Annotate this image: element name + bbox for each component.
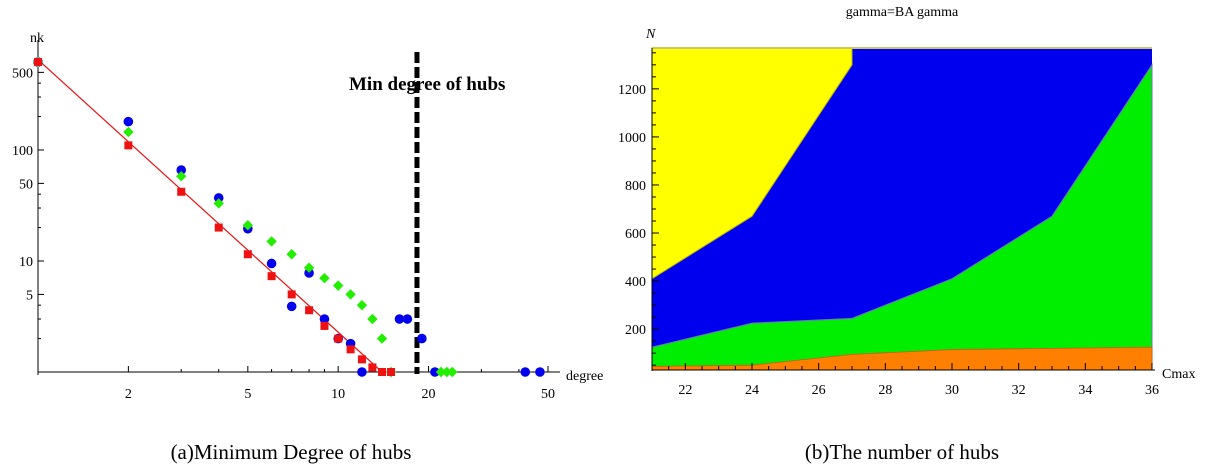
left-x-tick-label: 20	[422, 387, 436, 402]
red-square-point	[243, 250, 252, 259]
left-data-points	[32, 56, 545, 378]
green-diamond-point	[376, 333, 388, 344]
caption-b: (b)The number of hubs	[805, 440, 999, 464]
red-square-point	[378, 368, 387, 376]
red-square-point	[124, 141, 133, 150]
left-y-tick-label: 50	[19, 177, 33, 192]
left-y-tick-label: 100	[12, 144, 33, 159]
green-diamond-point	[367, 313, 378, 325]
green-diamond-point	[286, 249, 297, 260]
left-y-axis-label: nk	[30, 31, 44, 46]
red-square-point	[320, 321, 329, 330]
left-y-tick-label: 5	[26, 288, 33, 303]
blue-circle-point	[123, 116, 134, 127]
green-diamond-point	[356, 299, 368, 311]
green-diamond-point	[319, 272, 330, 284]
right-x-tick-label: 30	[945, 383, 959, 398]
red-square-point	[334, 334, 343, 343]
green-diamond-point	[435, 366, 447, 378]
blue-circle-point	[319, 314, 330, 324]
blue-circle-point	[430, 367, 440, 377]
green-diamond-point	[176, 171, 187, 182]
right-y-tick-label: 1000	[618, 131, 646, 146]
right-y-tick-label: 600	[625, 227, 646, 242]
blue-circle-point	[286, 301, 297, 312]
green-diamond-point	[345, 289, 356, 300]
right-x-tick-labels: 22 24 26 28 30 32 34 36	[678, 383, 1159, 398]
right-y-tick-label: 400	[625, 275, 646, 290]
green-region	[651, 63, 1153, 371]
left-axes: 2 5 10 20 50 5 10 50 100 500 nk degree	[12, 31, 603, 402]
right-y-tick-label: 200	[625, 323, 646, 338]
blue-circle-point	[357, 367, 367, 377]
right-chart: gamma=BA gamma N Cmax 22 24 26 28 30 32 34 36 2…	[618, 5, 1195, 398]
left-x-axis-label: degree	[566, 369, 603, 384]
right-chart-title: gamma=BA gamma	[846, 5, 959, 20]
right-y-tick-label: 1200	[618, 83, 646, 98]
red-square-point	[34, 58, 42, 66]
blue-circle-point	[402, 314, 413, 324]
red-square-point	[214, 223, 223, 232]
blue-circle-point	[266, 258, 277, 269]
red-square-point	[368, 363, 377, 372]
green-diamond-point	[213, 198, 224, 209]
blue-circle-point	[535, 367, 545, 377]
right-y-tick-label: 800	[625, 179, 646, 194]
threshold-annotation: Min degree of hubs	[349, 74, 505, 95]
right-x-tick-label: 36	[1145, 383, 1159, 398]
left-y-tick-label: 10	[19, 255, 33, 270]
left-y-tick-labels: 5 10 50 100 500	[12, 66, 33, 303]
left-y-tick-label: 500	[12, 66, 33, 81]
right-x-tick-label: 28	[878, 383, 892, 398]
green-diamond-point	[242, 220, 254, 231]
green-diamond-point	[266, 236, 277, 247]
right-x-tick-label: 24	[745, 383, 759, 398]
right-tick-marks	[651, 48, 1155, 371]
left-x-tick-labels: 2 5 10 20 50	[125, 387, 555, 402]
red-square-point	[305, 306, 314, 315]
left-x-tick-label: 2	[125, 387, 132, 402]
right-y-axis-label: N	[645, 27, 656, 42]
blue-circle-point	[520, 367, 531, 377]
right-x-axis-label: Cmax	[1162, 367, 1195, 382]
red-square-point	[346, 345, 355, 354]
blue-circle-point	[304, 268, 314, 278]
green-diamond-point	[447, 366, 458, 378]
left-chart: 2 5 10 20 50 5 10 50 100 500 nk degree Min degre…	[12, 31, 603, 402]
right-x-tick-label: 34	[1078, 383, 1092, 398]
red-square-point	[357, 355, 366, 364]
right-x-tick-label: 26	[812, 383, 826, 398]
red-square-point	[177, 187, 186, 196]
green-diamond-point	[332, 280, 344, 291]
green-diamond-point	[441, 366, 452, 378]
caption-a: (a)Minimum Degree of hubs	[171, 440, 412, 464]
left-x-tick-label: 5	[244, 387, 251, 402]
red-square-point	[287, 290, 296, 299]
red-square-point	[267, 272, 276, 281]
left-x-tick-label: 50	[541, 387, 555, 402]
right-y-tick-labels: 200 400 600 800 1000 1200	[618, 83, 646, 338]
left-tick-marks	[37, 71, 549, 372]
blue-circle-point	[176, 165, 187, 175]
blue-circle-point	[394, 314, 405, 324]
red-fit-line	[37, 59, 383, 373]
blue-circle-point	[417, 333, 427, 344]
right-x-tick-label: 32	[1012, 383, 1026, 398]
green-diamond-point	[303, 262, 315, 273]
blue-circle-point	[213, 193, 224, 203]
red-square-point	[387, 368, 396, 376]
green-diamond-point	[123, 126, 134, 138]
left-x-tick-label: 10	[331, 387, 345, 402]
right-regions	[651, 47, 1153, 371]
right-x-tick-label: 22	[678, 383, 692, 398]
